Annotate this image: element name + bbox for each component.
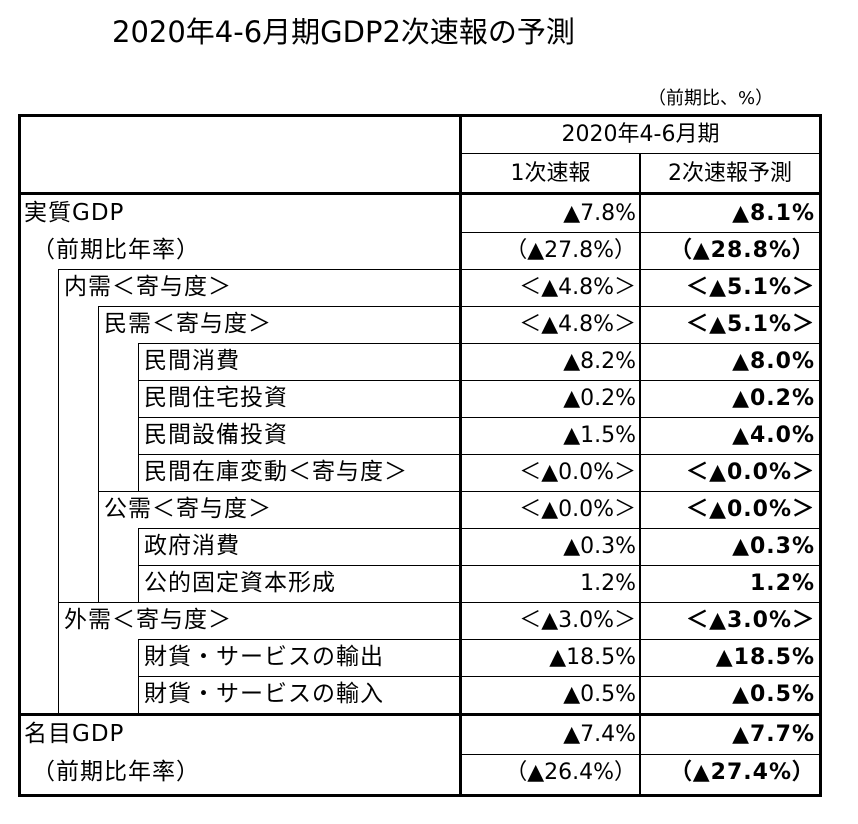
cell-first-business-investment: ▲1.5% bbox=[563, 423, 636, 448]
cell-second-real-gdp: ▲8.1% bbox=[732, 201, 815, 226]
row-label-exports: 財貨・サービスの輸出 bbox=[144, 644, 384, 670]
header-line-bottom bbox=[18, 192, 822, 195]
row-line bbox=[462, 754, 819, 755]
indent-line-private bbox=[98, 306, 99, 602]
table-border-left bbox=[18, 114, 21, 797]
row-label-nominal-annualized: （前期比年率） bbox=[32, 759, 200, 785]
row-line bbox=[462, 232, 819, 233]
row-label-government-consumption: 政府消費 bbox=[144, 533, 240, 559]
cell-second-business-investment: ▲4.0% bbox=[732, 423, 815, 448]
cell-first-nominal-annualized: （▲26.4%） bbox=[505, 760, 636, 785]
row-label-private-demand: 民需＜寄与度＞ bbox=[104, 311, 272, 337]
row-line bbox=[138, 528, 819, 529]
row-label-external-demand: 外需＜寄与度＞ bbox=[64, 607, 232, 633]
row-line bbox=[18, 713, 822, 716]
cell-first-government-consumption: ▲0.3% bbox=[563, 534, 636, 559]
page-title: 2020年4-6月期GDP2次速報の予測 bbox=[112, 15, 575, 49]
row-label-inventory-change: 民間在庫変動＜寄与度＞ bbox=[144, 459, 408, 485]
table-border-right bbox=[819, 114, 822, 797]
cell-second-inventory-change: ＜▲0.0%＞ bbox=[686, 460, 815, 485]
row-line bbox=[138, 565, 819, 566]
cell-second-domestic-demand: ＜▲5.1%＞ bbox=[686, 275, 815, 300]
row-line bbox=[98, 306, 819, 307]
cell-second-imports: ▲0.5% bbox=[732, 682, 815, 707]
row-label-residential-investment: 民間住宅投資 bbox=[144, 385, 288, 411]
header-second-estimate: 2次速報予測 bbox=[668, 161, 792, 186]
cell-first-imports: ▲0.5% bbox=[563, 682, 636, 707]
table-border-bottom bbox=[18, 794, 822, 797]
indent-line-domestic bbox=[58, 269, 59, 713]
row-line bbox=[138, 343, 819, 344]
cell-second-exports: ▲18.5% bbox=[715, 645, 815, 670]
cell-second-private-demand: ＜▲5.1%＞ bbox=[686, 312, 815, 337]
cell-first-nominal-gdp: ▲7.4% bbox=[563, 722, 636, 747]
cell-second-government-consumption: ▲0.3% bbox=[732, 534, 815, 559]
cell-second-nominal-annualized: （▲27.4%） bbox=[669, 760, 815, 785]
row-label-public-investment: 公的固定資本形成 bbox=[144, 570, 336, 596]
cell-first-private-demand: ＜▲4.8%＞ bbox=[519, 312, 636, 337]
cell-first-real-gdp: ▲7.8% bbox=[563, 201, 636, 226]
cell-second-residential-investment: ▲0.2% bbox=[732, 386, 815, 411]
row-label-business-investment: 民間設備投資 bbox=[144, 422, 288, 448]
row-line bbox=[58, 602, 819, 603]
gdp-forecast-table: 2020年4-6月期 1次速報 2次速報予測 実質GDP （前期比年率） 内需＜… bbox=[18, 114, 822, 797]
cell-first-private-consumption: ▲8.2% bbox=[563, 349, 636, 374]
row-line bbox=[98, 491, 819, 492]
indent-line-public-items bbox=[138, 528, 139, 602]
row-label-nominal-gdp: 名目GDP bbox=[24, 721, 125, 747]
row-line bbox=[138, 676, 819, 677]
indent-line-external-items bbox=[138, 639, 139, 713]
row-label-real-annualized: （前期比年率） bbox=[32, 237, 200, 263]
header-line-period bbox=[462, 153, 819, 154]
row-label-private-consumption: 民間消費 bbox=[144, 348, 240, 374]
cell-first-real-annualized: （▲27.8%） bbox=[505, 238, 636, 263]
cell-second-nominal-gdp: ▲7.7% bbox=[732, 722, 815, 747]
divider-value-cols bbox=[639, 154, 641, 797]
header-period: 2020年4-6月期 bbox=[561, 122, 720, 147]
cell-first-public-demand: ＜▲0.0%＞ bbox=[519, 497, 636, 522]
cell-first-public-investment: 1.2% bbox=[580, 571, 636, 596]
divider-label-col bbox=[459, 114, 462, 797]
cell-second-public-demand: ＜▲0.0%＞ bbox=[686, 497, 815, 522]
cell-second-external-demand: ＜▲3.0%＞ bbox=[686, 608, 815, 633]
cell-second-private-consumption: ▲8.0% bbox=[732, 349, 815, 374]
cell-first-domestic-demand: ＜▲4.8%＞ bbox=[519, 275, 636, 300]
row-line bbox=[138, 417, 819, 418]
row-label-imports: 財貨・サービスの輸入 bbox=[144, 681, 384, 707]
row-label-real-gdp: 実質GDP bbox=[24, 200, 125, 226]
row-line bbox=[138, 639, 819, 640]
cell-first-residential-investment: ▲0.2% bbox=[563, 386, 636, 411]
row-line bbox=[138, 454, 819, 455]
row-line bbox=[138, 380, 819, 381]
cell-first-exports: ▲18.5% bbox=[549, 645, 636, 670]
indent-line-private-items bbox=[138, 343, 139, 491]
unit-note: （前期比、%） bbox=[648, 88, 774, 109]
row-label-domestic-demand: 内需＜寄与度＞ bbox=[64, 274, 232, 300]
cell-second-public-investment: 1.2% bbox=[749, 571, 815, 596]
table-border-top bbox=[18, 114, 822, 117]
header-first-estimate: 1次速報 bbox=[510, 161, 591, 186]
cell-first-inventory-change: ＜▲0.0%＞ bbox=[519, 460, 636, 485]
row-label-public-demand: 公需＜寄与度＞ bbox=[104, 496, 272, 522]
cell-second-real-annualized: （▲28.8%） bbox=[669, 238, 815, 263]
cell-first-external-demand: ＜▲3.0%＞ bbox=[519, 608, 636, 633]
row-line bbox=[58, 269, 819, 270]
